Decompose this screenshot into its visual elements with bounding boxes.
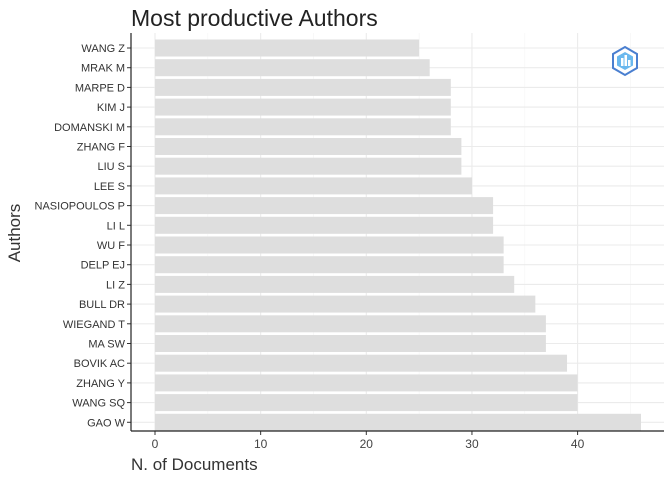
category-label: BULL DR bbox=[79, 299, 125, 311]
category-label: KIM J bbox=[97, 102, 125, 114]
bar bbox=[155, 256, 504, 274]
category-label: WANG Z bbox=[81, 43, 125, 55]
x-tick-label: 30 bbox=[465, 437, 479, 451]
category-label: MARPE D bbox=[75, 82, 125, 94]
category-label: WIEGAND T bbox=[63, 319, 125, 331]
x-tick-label: 10 bbox=[254, 437, 268, 451]
bar bbox=[155, 98, 451, 116]
category-label: LEE S bbox=[94, 181, 125, 193]
bar bbox=[155, 157, 462, 175]
category-label: LI Z bbox=[106, 279, 125, 291]
category-label: WU F bbox=[97, 240, 125, 252]
category-label: NASIOPOULOS P bbox=[35, 201, 125, 213]
bar bbox=[155, 39, 420, 57]
bar bbox=[155, 118, 451, 136]
bars bbox=[155, 39, 641, 431]
bar bbox=[155, 138, 462, 155]
bar bbox=[155, 177, 472, 195]
x-axis-ticks: 0 10 20 30 40 bbox=[152, 431, 585, 451]
bar bbox=[155, 413, 641, 431]
category-label: WANG SQ bbox=[72, 398, 125, 410]
bar bbox=[155, 78, 451, 96]
x-axis-title: N. of Documents bbox=[131, 455, 258, 474]
bar bbox=[155, 295, 536, 313]
category-label: DOMANSKI M bbox=[54, 122, 125, 134]
bar bbox=[155, 354, 568, 372]
category-label: LI L bbox=[107, 220, 125, 232]
x-tick-label: 20 bbox=[360, 437, 374, 451]
bar bbox=[155, 216, 494, 234]
x-tick-label: 40 bbox=[571, 437, 585, 451]
category-label: MRAK M bbox=[81, 63, 125, 75]
category-label: ZHANG F bbox=[77, 142, 126, 154]
bar bbox=[155, 275, 515, 293]
category-label: ZHANG Y bbox=[76, 378, 125, 390]
bar bbox=[155, 59, 430, 77]
x-tick-label: 0 bbox=[152, 437, 159, 451]
bibliometrix-logo-icon bbox=[612, 45, 638, 77]
bar bbox=[155, 236, 504, 254]
y-axis-title: Authors bbox=[5, 204, 24, 263]
category-label: DELP EJ bbox=[81, 260, 125, 272]
bar bbox=[155, 197, 494, 215]
category-label: MA SW bbox=[88, 339, 125, 351]
bar bbox=[155, 315, 546, 333]
bar bbox=[155, 394, 578, 412]
category-labels: WANG Z MRAK M MARPE D KIM J DOMANSKI M ZHANG … bbox=[35, 43, 131, 429]
category-label: GAO W bbox=[87, 417, 126, 429]
bar bbox=[155, 335, 546, 352]
category-label: LIU S bbox=[97, 161, 125, 173]
bar bbox=[155, 374, 578, 392]
category-label: BOVIK AC bbox=[74, 358, 125, 370]
chart-title: Most productive Authors bbox=[131, 5, 378, 31]
